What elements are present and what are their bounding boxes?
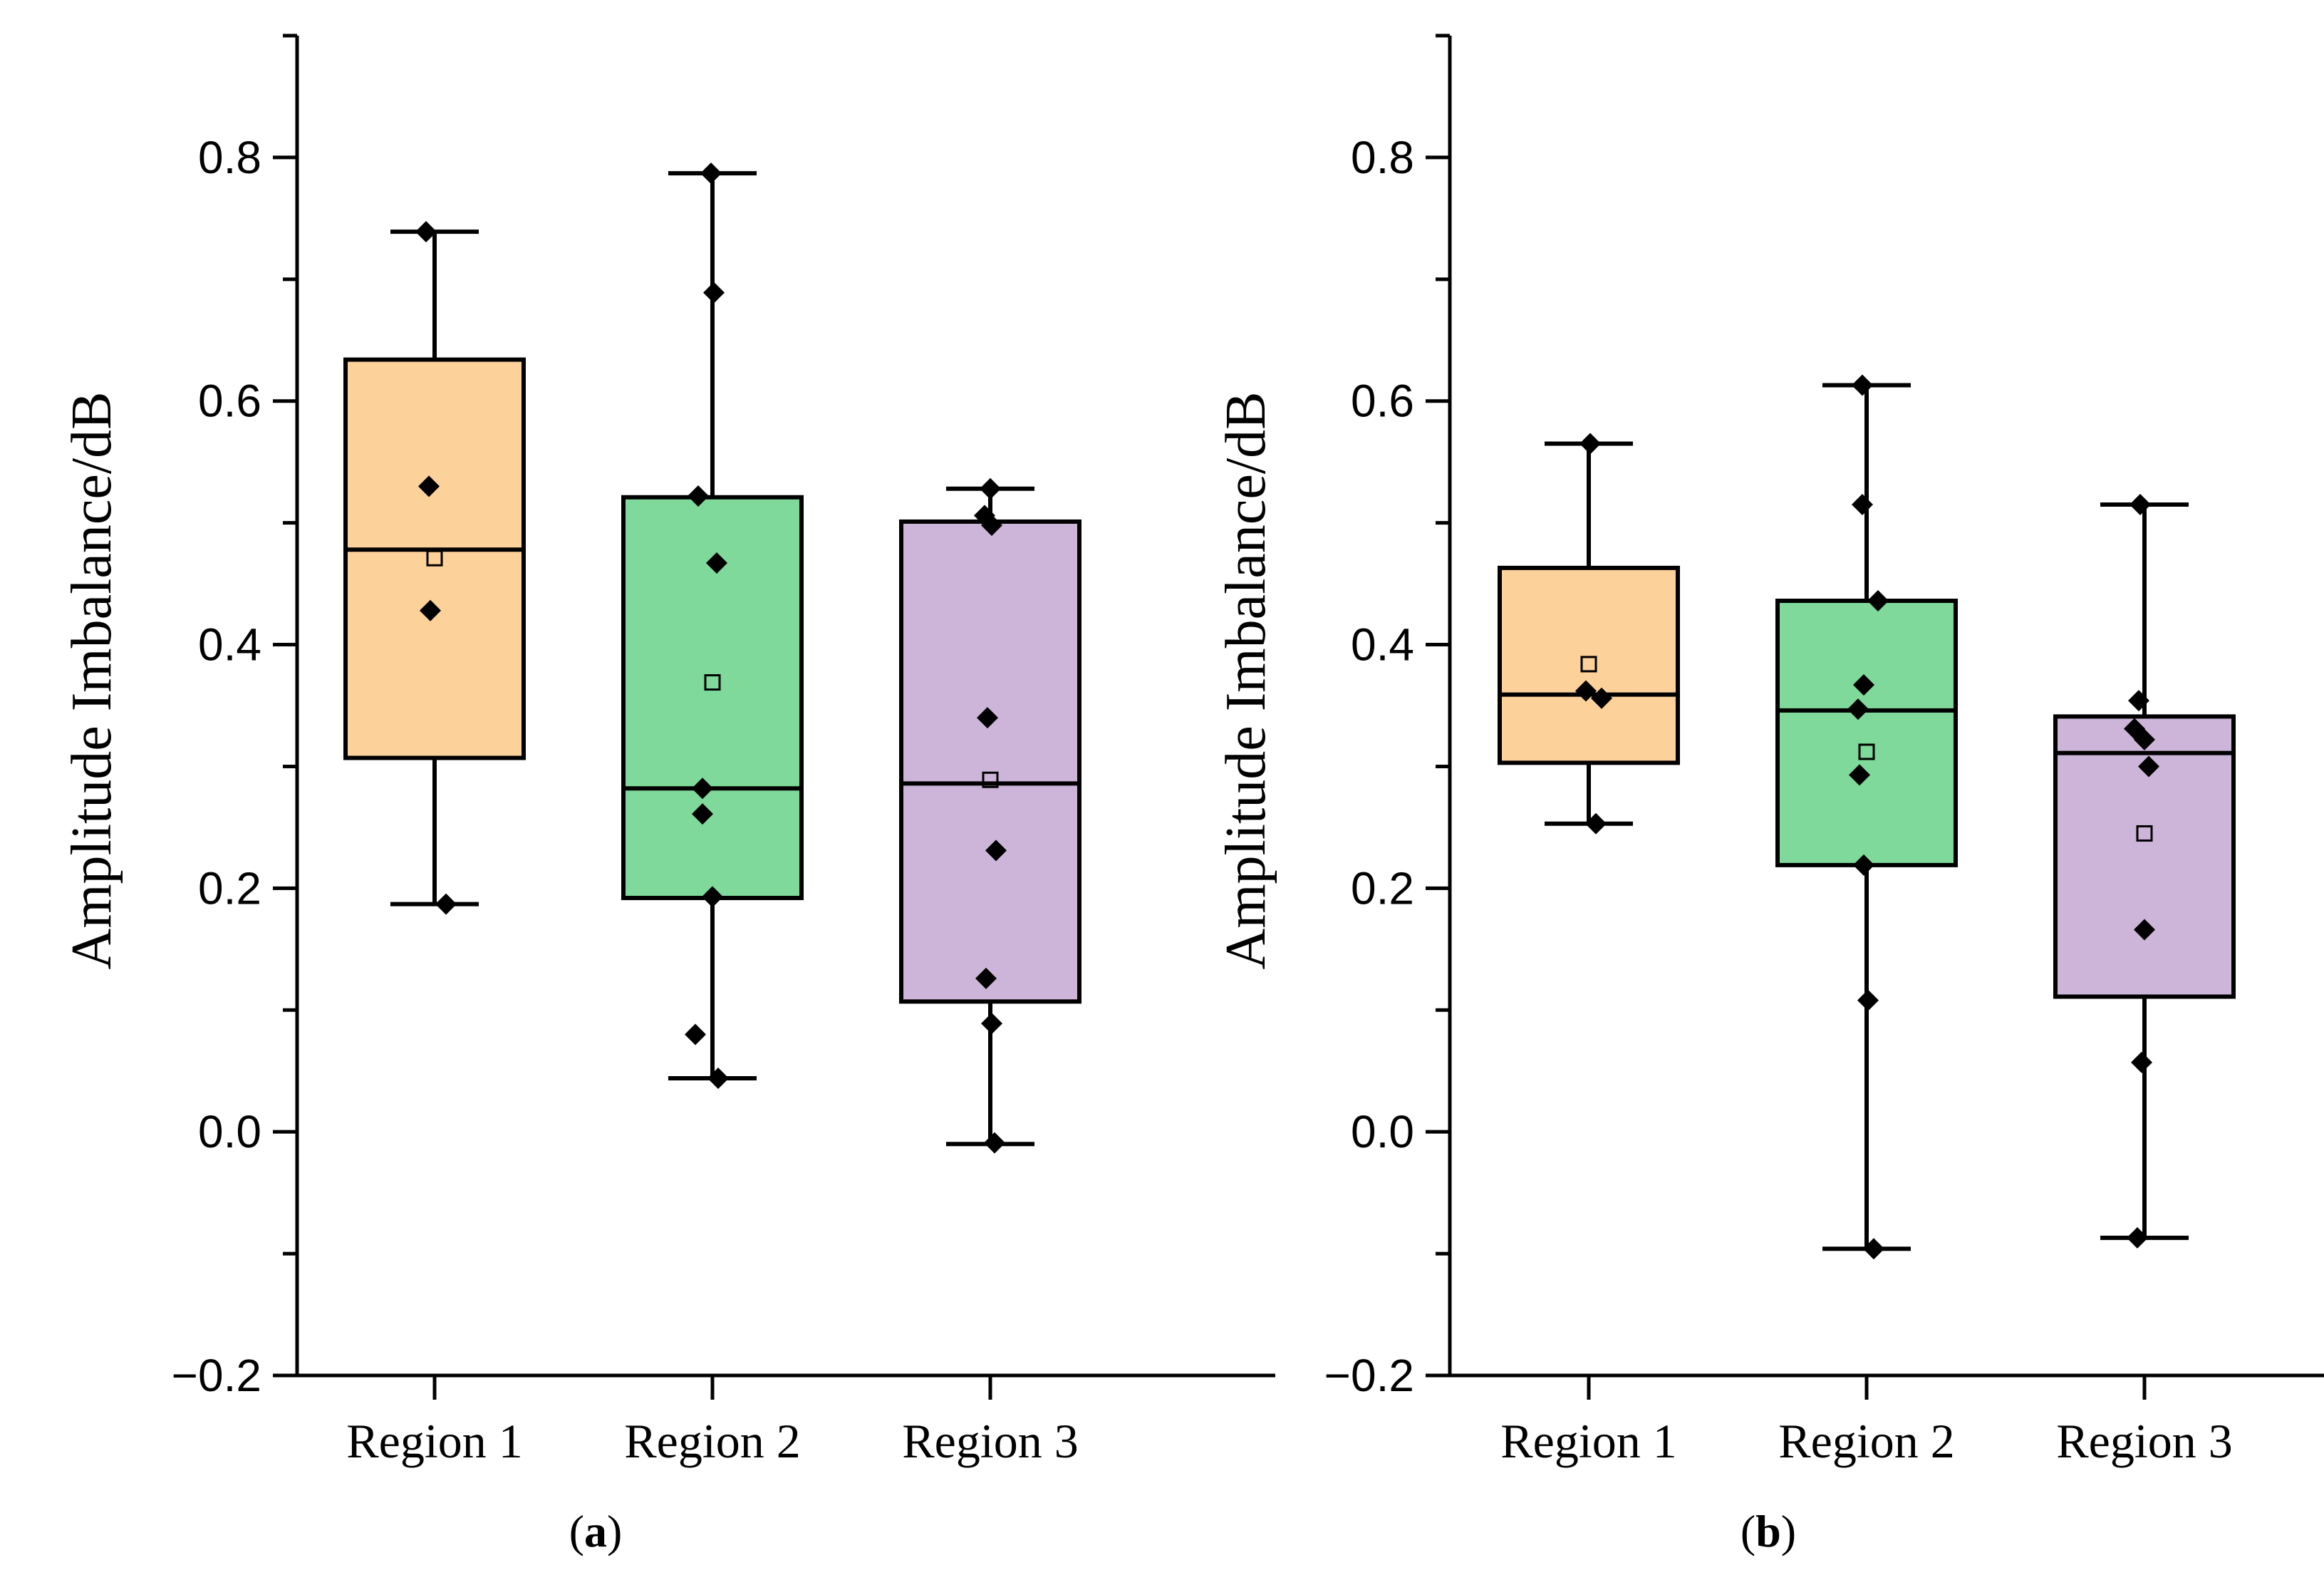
iqr-box xyxy=(343,357,526,760)
data-point xyxy=(706,552,727,574)
data-point xyxy=(1857,989,1879,1011)
y-tick-label: 0.8 xyxy=(1351,132,1414,183)
panel-a: Amplitude Imbalance/dB −0.2 0.0 0.2 0.4 0.6 0… xyxy=(61,33,1275,1556)
category-label: Region 2 xyxy=(1778,1414,1954,1468)
y-tick-labels-a: −0.2 0.0 0.2 0.4 0.6 0.8 xyxy=(172,132,261,1401)
panel-label-a: (a) xyxy=(569,1506,623,1556)
data-point xyxy=(2128,690,2149,712)
panel-label-b: (b) xyxy=(1741,1506,1796,1556)
data-point xyxy=(1585,812,1607,835)
data-point xyxy=(692,778,713,800)
data-point xyxy=(415,221,437,243)
data-point xyxy=(435,893,457,915)
iqr-box xyxy=(1775,599,1958,867)
data-point xyxy=(2127,1227,2148,1249)
y-tick-label: 0.6 xyxy=(198,376,261,427)
plot-area-b xyxy=(1426,33,2324,1400)
data-point xyxy=(2130,494,2151,515)
y-tick-label: 0.8 xyxy=(198,132,261,183)
data-point xyxy=(1863,1238,1884,1260)
data-point xyxy=(1852,374,1873,396)
category-label: Region 3 xyxy=(902,1414,1078,1468)
data-point xyxy=(700,162,722,185)
plot-area-a xyxy=(273,33,1275,1400)
mean-marker xyxy=(426,549,443,567)
panel-b: Amplitude Imbalance/dB −0.2 0.0 0.2 0.4 0.6 0… xyxy=(1215,33,2324,1556)
y-tick-label: 0.0 xyxy=(198,1106,261,1157)
y-tick-label: −0.2 xyxy=(172,1350,261,1401)
data-point xyxy=(977,707,998,729)
data-point xyxy=(685,1023,706,1045)
data-point xyxy=(2124,718,2145,740)
category-label: Region 3 xyxy=(2056,1414,2232,1468)
data-point xyxy=(981,515,1002,537)
iqr-box xyxy=(2053,714,2236,999)
category-labels-a: Region 1 Region 2 Region 3 xyxy=(346,1414,1078,1468)
data-point xyxy=(420,599,441,621)
mean-marker xyxy=(1858,743,1875,760)
box-1 xyxy=(1498,433,1680,1400)
data-point xyxy=(702,886,723,908)
box-1 xyxy=(343,221,526,1400)
iqr-box xyxy=(899,519,1081,1004)
mean-marker xyxy=(1580,656,1597,673)
y-tick-label: 0.0 xyxy=(1351,1106,1414,1157)
box-3 xyxy=(2053,494,2236,1400)
data-point xyxy=(1579,433,1601,455)
y-tick-label: 0.2 xyxy=(198,862,261,914)
box-2 xyxy=(621,162,804,1400)
y-tick-label: 0.4 xyxy=(198,619,261,671)
data-point xyxy=(1849,764,1870,786)
y-axis-title-a: Amplitude Imbalance/dB xyxy=(61,392,123,970)
data-point xyxy=(688,485,709,507)
box-2 xyxy=(1775,374,1958,1400)
data-point xyxy=(1853,673,1874,696)
y-tick-label: 0.6 xyxy=(1351,376,1414,427)
data-point xyxy=(692,803,713,825)
data-point xyxy=(707,1067,729,1089)
data-point xyxy=(2131,1051,2152,1073)
data-point xyxy=(703,282,725,304)
mean-marker xyxy=(982,771,999,788)
y-tick-label: −0.2 xyxy=(1324,1350,1414,1401)
data-point xyxy=(1852,494,1873,515)
data-point xyxy=(418,475,440,497)
data-point xyxy=(1853,854,1874,876)
box-3 xyxy=(899,477,1081,1400)
mean-marker xyxy=(2136,825,2153,842)
data-point xyxy=(2138,755,2159,778)
category-label: Region 1 xyxy=(1500,1414,1676,1468)
data-point xyxy=(984,1132,1005,1154)
data-point xyxy=(981,1013,1002,1035)
iqr-box xyxy=(1498,565,1680,765)
y-tick-label: 0.2 xyxy=(1351,862,1414,914)
y-tick-labels-b: −0.2 0.0 0.2 0.4 0.6 0.8 xyxy=(1324,132,1414,1401)
category-labels-b: Region 1 Region 2 Region 3 xyxy=(1500,1414,2232,1468)
data-point xyxy=(975,967,997,989)
data-point xyxy=(1591,687,1612,709)
category-label: Region 2 xyxy=(624,1414,800,1468)
mean-marker xyxy=(704,674,721,691)
data-point xyxy=(1867,590,1889,612)
y-axis-title-b: Amplitude Imbalance/dB xyxy=(1215,392,1277,970)
category-label: Region 1 xyxy=(346,1414,522,1468)
data-point xyxy=(2134,919,2155,941)
data-point xyxy=(1575,680,1597,702)
data-point xyxy=(1847,698,1869,721)
data-point xyxy=(2134,728,2155,750)
data-point xyxy=(980,477,1001,500)
data-point xyxy=(985,840,1007,862)
y-tick-label: 0.4 xyxy=(1351,619,1414,671)
